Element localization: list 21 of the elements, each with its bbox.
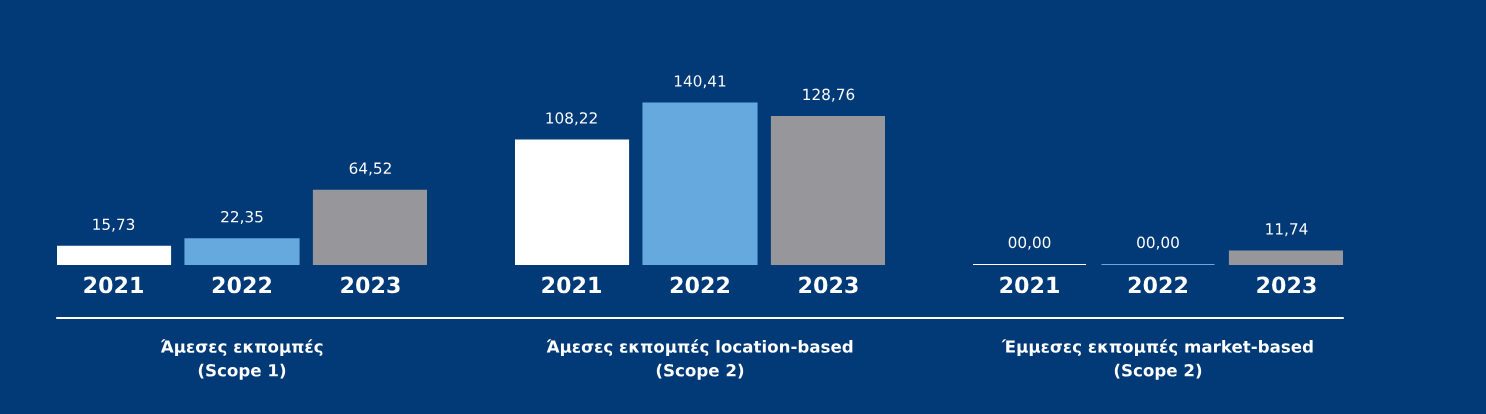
data-label: 108,22 (546, 112, 597, 126)
data-label: 00,00 (1008, 236, 1051, 250)
x-tick-label: 2022 (1128, 276, 1187, 294)
x-tick-label: 2023 (1257, 276, 1316, 294)
x-tick-label: 2021 (84, 276, 143, 294)
x-tick-label: 2023 (799, 276, 858, 294)
x-axis-title: Έμμεσες εκπομπές market-based (Scope 2) (1001, 339, 1313, 380)
data-label: 11,74 (1266, 223, 1308, 237)
data-label: 64,52 (349, 162, 391, 176)
x-tick-label: 2021 (542, 276, 601, 294)
data-label: 22,35 (221, 210, 263, 225)
x-tick-label: 2021 (1000, 276, 1059, 294)
x-tick-label: 2022 (670, 276, 729, 294)
x-tick-label: 2022 (212, 276, 271, 294)
data-label: 00,00 (1137, 236, 1179, 250)
data-label: 15,73 (93, 218, 135, 232)
x-axis-title: Άμεσες εκπομπές location-based (Scope 2) (546, 339, 853, 380)
x-tick-label: 2023 (341, 276, 400, 294)
data-label: 128,76 (803, 88, 855, 102)
data-label: 140,41 (674, 75, 726, 89)
x-axis-title: Άμεσες εκπομπές (Scope 1) (160, 339, 323, 380)
